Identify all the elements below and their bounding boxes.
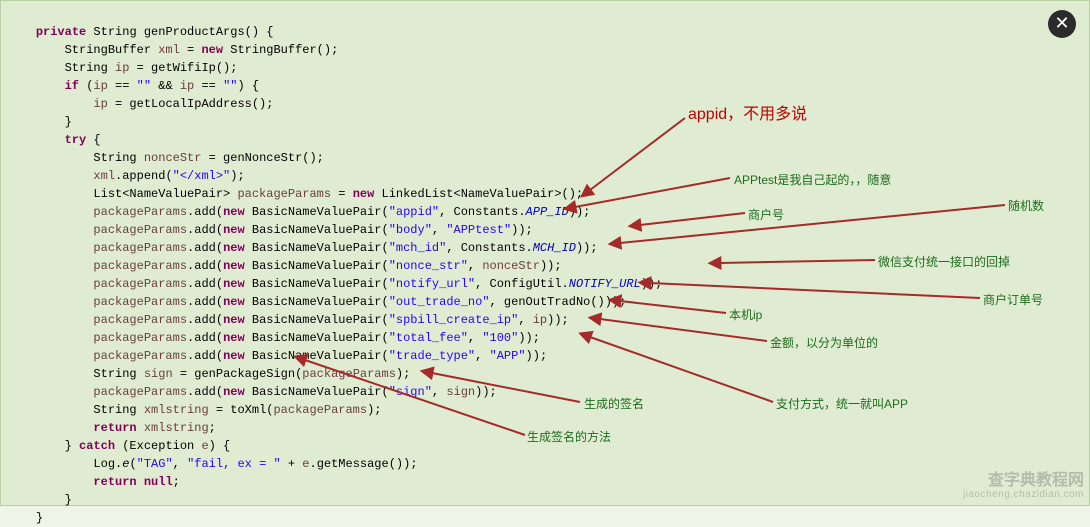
watermark-url: jiaocheng.chazidian.com: [963, 488, 1084, 502]
code-line: packageParams.add(new BasicNameValuePair…: [7, 223, 533, 237]
code-line: packageParams.add(new BasicNameValuePair…: [7, 349, 547, 363]
code-line: packageParams.add(new BasicNameValuePair…: [7, 241, 598, 255]
watermark-title: 查字典教程网: [963, 474, 1084, 488]
code-line: }: [7, 511, 43, 525]
code-line: String sign = genPackageSign(packagePara…: [7, 367, 410, 381]
annotation-tradetype: 支付方式，统一就叫APP: [776, 395, 908, 413]
code-line: StringBuffer xml = new StringBuffer();: [7, 43, 338, 57]
annotation-totalfee: 金额，以分为单位的: [770, 334, 878, 352]
annotation-outtrade: 商户订单号: [983, 291, 1043, 309]
code-line: }: [7, 493, 72, 507]
code-line: packageParams.add(new BasicNameValuePair…: [7, 331, 540, 345]
code-line: try {: [7, 133, 101, 147]
annotation-apptest: APPtest是我自己起的，，随意: [734, 171, 891, 189]
code-line: private String genProductArgs() {: [7, 25, 273, 39]
annotation-localip: 本机ip: [729, 306, 762, 324]
close-button[interactable]: ✕: [1048, 10, 1076, 38]
code-line: }: [7, 115, 72, 129]
annotation-appid: appid，不用多说: [688, 106, 807, 124]
code-line: packageParams.add(new BasicNameValuePair…: [7, 295, 626, 309]
code-line: if (ip == "" && ip == "") {: [7, 79, 259, 93]
code-line: return null;: [7, 475, 180, 489]
annotation-mchid: 商户号: [748, 206, 784, 224]
watermark: 查字典教程网 jiaocheng.chazidian.com: [963, 474, 1084, 502]
code-line: packageParams.add(new BasicNameValuePair…: [7, 385, 497, 399]
code-line: packageParams.add(new BasicNameValuePair…: [7, 277, 662, 291]
close-icon: ✕: [1054, 13, 1069, 33]
code-line: packageParams.add(new BasicNameValuePair…: [7, 259, 562, 273]
annotation-notify: 微信支付统一接口的回掉: [878, 253, 1010, 271]
code-line: packageParams.add(new BasicNameValuePair…: [7, 205, 590, 219]
annotation-random: 随机数: [1008, 197, 1044, 215]
annotation-signmethod: 生成签名的方法: [527, 428, 611, 446]
code-line: String nonceStr = genNonceStr();: [7, 151, 324, 165]
code-line: packageParams.add(new BasicNameValuePair…: [7, 313, 569, 327]
code-line: Log.e("TAG", "fail, ex = " + e.getMessag…: [7, 457, 418, 471]
code-line: List<NameValuePair> packageParams = new …: [7, 187, 583, 201]
code-line: ip = getLocalIpAddress();: [7, 97, 273, 111]
code-line: } catch (Exception e) {: [7, 439, 230, 453]
code-line: return xmlstring;: [7, 421, 216, 435]
code-line: xml.append("</xml>");: [7, 169, 245, 183]
code-line: String xmlstring = toXml(packageParams);: [7, 403, 382, 417]
code-line: String ip = getWifiIp();: [7, 61, 237, 75]
annotation-sign: 生成的签名: [584, 395, 644, 413]
